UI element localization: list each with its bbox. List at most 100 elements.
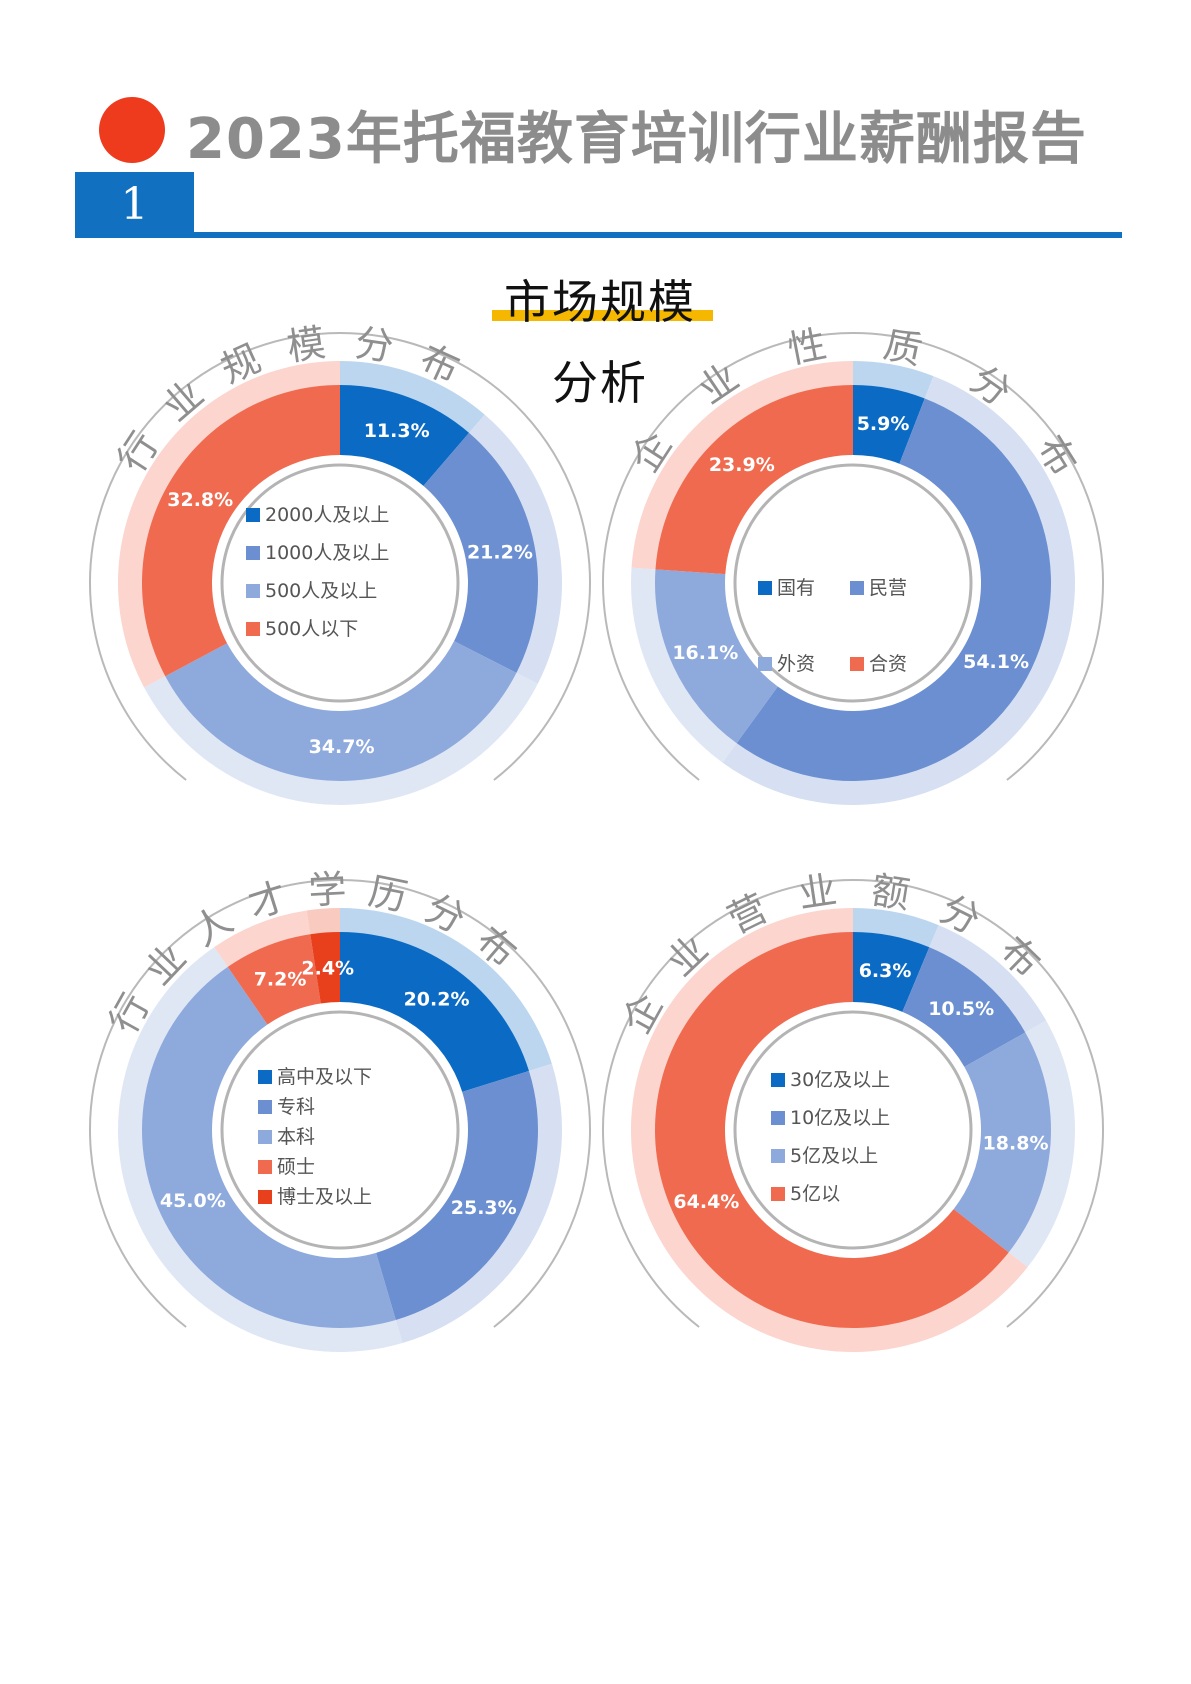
slice-1 [340, 932, 529, 1092]
slice-label-2: 25.3% [451, 1197, 517, 1219]
legend-swatch-5 [258, 1190, 272, 1204]
legend-swatch-1 [758, 581, 772, 595]
slice-5 [310, 932, 340, 1004]
slice-label-2: 21.2% [467, 541, 533, 563]
legend-label-4: 5亿以 [790, 1183, 840, 1205]
slice-1 [340, 385, 470, 486]
legend-swatch-4 [771, 1187, 785, 1201]
slice-2 [423, 432, 538, 673]
legend-swatch-3 [758, 657, 772, 671]
legend-swatch-1 [258, 1070, 272, 1084]
legend-label-4: 合资 [869, 653, 907, 675]
slice-band-1 [853, 361, 934, 401]
slice-band-3 [1007, 1020, 1075, 1268]
donut-chart-1: 11.3% 21.2% 34.7% 32.8% 2000人及以上 1000人及以上 500人… [89, 320, 591, 806]
slice-label-4: 23.9% [709, 454, 775, 476]
slice-label-1: 20.2% [404, 989, 470, 1011]
outer-arc [602, 332, 1104, 781]
chart-title-char: 学 [307, 867, 347, 913]
slice-band-1 [340, 908, 552, 1072]
chart-title-char: 业 [795, 868, 839, 917]
slice-band-1 [340, 361, 485, 435]
slice-4 [141, 385, 340, 677]
slice-label-4: 32.8% [167, 489, 233, 511]
slice-label-3: 34.7% [309, 736, 375, 758]
slice-3 [142, 966, 396, 1328]
subtitle-underline [492, 310, 713, 321]
subtitle-line-2: 分析 [552, 355, 648, 410]
legend-swatch-3 [258, 1130, 272, 1144]
slice-label-2: 10.5% [928, 998, 994, 1020]
section-rule [75, 232, 1122, 238]
legend-label-1: 高中及以下 [277, 1066, 372, 1088]
chart-title-char: 分 [352, 320, 396, 369]
slice-4 [655, 385, 853, 575]
legend-label-1: 2000人及以上 [265, 504, 389, 526]
donut-chart-4: 6.3%10.5%18.8%64.4%30亿及以上10亿及以上5亿及以上5亿以企… [602, 868, 1104, 1353]
slice-3 [953, 1032, 1051, 1253]
donut-chart-3: 20.2%25.3%45.0%7.2%2.4%高中及以下专科本科硕士博士及以上行… [89, 867, 591, 1353]
legend-swatch-2 [850, 581, 864, 595]
slice-label-1: 5.9% [857, 413, 910, 435]
center-circle [220, 463, 460, 703]
slice-3 [165, 641, 517, 782]
slice-3 [655, 569, 778, 744]
outer-arc [89, 332, 591, 781]
slice-band-4 [117, 361, 340, 688]
slice-band-4 [631, 361, 853, 570]
slice-label-3: 45.0% [160, 1190, 226, 1212]
slice-label-1: 6.3% [859, 960, 912, 982]
legend-label-4: 硕士 [277, 1156, 315, 1178]
section-number-box [75, 172, 194, 237]
legend-swatch-3 [246, 584, 260, 598]
slice-label-4: 64.4% [673, 1191, 739, 1213]
chart-title-char: 模 [284, 320, 328, 369]
section-subtitle: 市场规模 分析 [470, 262, 730, 423]
legend-label-2: 1000人及以上 [265, 542, 389, 564]
legend-swatch-3 [771, 1149, 785, 1163]
outer-arc [89, 879, 591, 1328]
subtitle-line-1: 市场规模 [504, 275, 696, 329]
slice-band-2 [928, 925, 1047, 1034]
slice-band-2 [467, 414, 563, 684]
slice-1 [853, 932, 930, 1012]
header-red-dot [99, 97, 165, 163]
slice-band-2 [395, 1063, 562, 1344]
report-title: 2023年托福教育培训行业薪酬报告 [186, 107, 1087, 172]
legend-label-3: 外资 [777, 653, 815, 675]
legend-label-5: 博士及以上 [277, 1186, 372, 1208]
legend-swatch-4 [258, 1160, 272, 1174]
legend-label-2: 专科 [277, 1096, 315, 1118]
slice-label-3: 18.8% [983, 1132, 1049, 1154]
legend-swatch-4 [850, 657, 864, 671]
legend-swatch-1 [771, 1073, 785, 1087]
slice-label-2: 54.1% [963, 651, 1029, 673]
slice-4 [655, 932, 1009, 1329]
slice-band-5 [306, 908, 340, 937]
legend-swatch-2 [258, 1100, 272, 1114]
center-circle [220, 1010, 460, 1250]
legend-label-1: 30亿及以上 [790, 1069, 890, 1091]
legend-label-4: 500人以下 [265, 618, 358, 640]
section-number: 1 [120, 179, 149, 230]
legend-label-3: 500人及以上 [265, 580, 377, 602]
slice-label-3: 16.1% [672, 642, 738, 664]
legend-swatch-4 [246, 622, 260, 636]
slice-band-4 [214, 910, 311, 969]
legend-swatch-2 [246, 546, 260, 560]
center-circle [733, 1010, 973, 1250]
slice-band-2 [722, 376, 1076, 806]
legend-label-2: 10亿及以上 [790, 1107, 890, 1129]
legend-label-3: 本科 [277, 1126, 315, 1148]
legend-label-2: 民营 [869, 577, 907, 599]
chart-title-char: 性 [784, 322, 830, 372]
slice-2 [902, 947, 1026, 1067]
outer-arc [602, 879, 1104, 1328]
slice-2 [376, 1070, 538, 1320]
legend-label-3: 5亿及以上 [790, 1145, 878, 1167]
legend-label-1: 国有 [777, 577, 815, 599]
slice-label-4: 7.2% [254, 968, 307, 990]
chart-title-char: 质 [880, 322, 926, 373]
